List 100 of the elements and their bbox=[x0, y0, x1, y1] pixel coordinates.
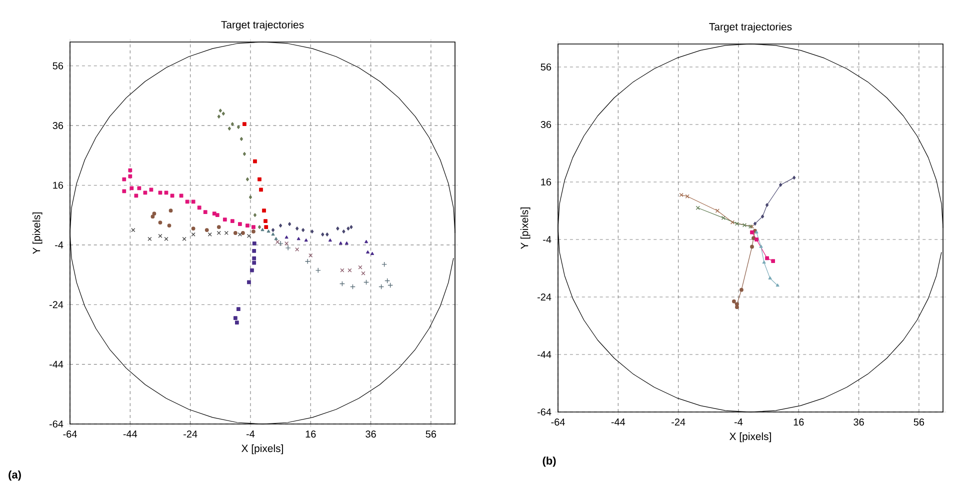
point bbox=[217, 114, 220, 119]
y-tick-label: 16 bbox=[53, 182, 64, 189]
point bbox=[215, 213, 220, 218]
point bbox=[252, 225, 256, 229]
point bbox=[128, 168, 132, 172]
point bbox=[361, 271, 366, 276]
point bbox=[236, 307, 240, 312]
y-tick-label: 16 bbox=[541, 178, 552, 186]
point bbox=[262, 208, 266, 213]
point bbox=[150, 214, 155, 219]
point bbox=[164, 236, 168, 242]
point bbox=[258, 177, 262, 182]
y-axis-title: Y [pixels] bbox=[520, 208, 530, 249]
point bbox=[148, 236, 152, 242]
y-tick-label: -4 bbox=[543, 236, 552, 243]
point bbox=[242, 152, 246, 156]
point bbox=[771, 259, 776, 264]
point bbox=[128, 174, 132, 178]
point bbox=[768, 276, 772, 280]
point bbox=[197, 206, 202, 210]
point bbox=[326, 232, 329, 236]
point bbox=[264, 225, 268, 229]
point bbox=[339, 280, 345, 286]
y-tick-label: 56 bbox=[540, 63, 552, 71]
x-tick-label: 36 bbox=[366, 430, 376, 438]
y-axis-title: Y [pixels] bbox=[32, 212, 42, 254]
point bbox=[252, 248, 256, 253]
text: (b) bbox=[542, 456, 556, 467]
x-tick-label: 56 bbox=[914, 418, 924, 426]
point bbox=[766, 203, 769, 207]
y-tick-label: -44 bbox=[538, 351, 552, 358]
point bbox=[134, 194, 138, 198]
point bbox=[238, 232, 242, 237]
point bbox=[252, 230, 256, 234]
y-tick-label: 36 bbox=[52, 122, 64, 130]
point bbox=[296, 226, 299, 230]
point bbox=[240, 137, 243, 141]
point bbox=[762, 260, 766, 264]
point bbox=[274, 237, 278, 240]
point bbox=[170, 194, 174, 198]
point bbox=[233, 231, 238, 235]
point bbox=[388, 282, 394, 288]
point bbox=[734, 222, 740, 226]
point bbox=[204, 228, 209, 232]
point bbox=[342, 230, 346, 234]
chart-title: Target trajectories bbox=[709, 22, 792, 33]
point bbox=[304, 258, 310, 264]
point bbox=[370, 252, 374, 256]
point bbox=[252, 242, 256, 246]
point bbox=[260, 228, 264, 232]
point bbox=[285, 245, 291, 251]
point bbox=[730, 220, 734, 224]
point bbox=[258, 225, 262, 229]
point bbox=[278, 240, 284, 246]
point bbox=[158, 220, 162, 224]
point bbox=[208, 232, 212, 237]
point bbox=[750, 244, 754, 249]
point bbox=[759, 244, 763, 248]
point bbox=[266, 230, 270, 233]
point bbox=[350, 225, 353, 229]
point bbox=[168, 208, 173, 213]
point bbox=[250, 268, 254, 272]
point bbox=[137, 186, 142, 190]
point bbox=[295, 247, 300, 252]
point bbox=[241, 231, 245, 235]
x-tick-label: 36 bbox=[854, 418, 864, 426]
point bbox=[742, 223, 747, 228]
point bbox=[364, 280, 370, 285]
chart-title: Target trajectories bbox=[221, 20, 304, 30]
point bbox=[216, 225, 221, 229]
point bbox=[302, 228, 305, 232]
point bbox=[765, 256, 769, 260]
point bbox=[321, 232, 324, 236]
point bbox=[179, 194, 184, 198]
point bbox=[203, 210, 208, 214]
point bbox=[242, 122, 246, 126]
point bbox=[234, 320, 239, 324]
line-series bbox=[70, 42, 456, 424]
point bbox=[315, 268, 321, 274]
point bbox=[246, 224, 250, 228]
point bbox=[350, 284, 356, 290]
point bbox=[230, 122, 234, 126]
point bbox=[216, 230, 221, 236]
point bbox=[158, 234, 162, 238]
point bbox=[754, 238, 758, 242]
point bbox=[122, 177, 126, 182]
x-tick-label: -24 bbox=[184, 430, 198, 438]
point bbox=[191, 226, 196, 230]
point bbox=[279, 224, 282, 228]
point bbox=[308, 253, 313, 258]
point bbox=[276, 240, 280, 244]
point bbox=[752, 236, 756, 240]
point bbox=[228, 126, 231, 130]
point bbox=[310, 230, 314, 234]
x-tick-label: -4 bbox=[246, 430, 255, 438]
point bbox=[346, 226, 350, 230]
point bbox=[185, 200, 190, 204]
point bbox=[224, 230, 228, 236]
point bbox=[338, 242, 342, 245]
x-axis-title: X [pixels] bbox=[730, 432, 771, 442]
